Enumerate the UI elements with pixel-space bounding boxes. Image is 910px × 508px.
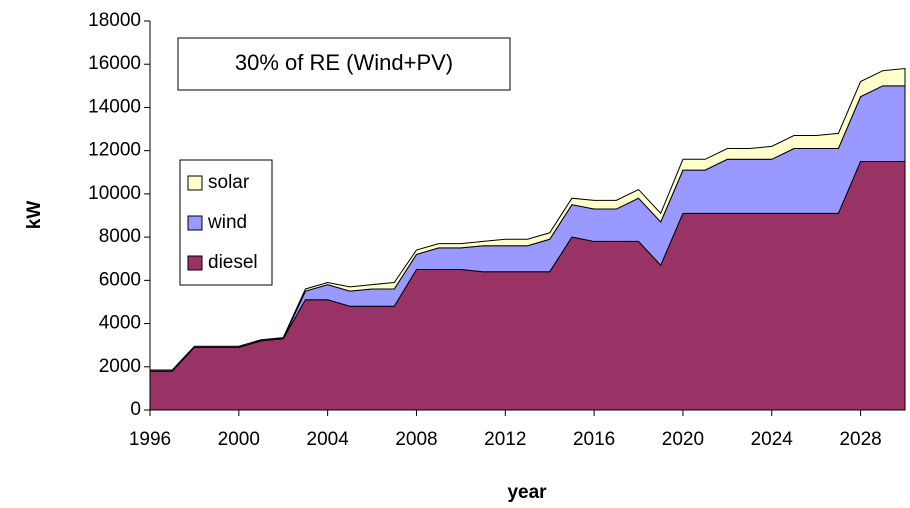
x-tick-label: 2028 [839, 429, 881, 450]
x-tick-label: 2020 [662, 429, 704, 450]
y-tick-label: 10000 [88, 183, 141, 204]
x-tick-label: 1996 [129, 429, 171, 450]
x-tick-label: 2008 [395, 429, 437, 450]
x-tick-label: 2012 [484, 429, 526, 450]
x-tick-label: 2004 [307, 429, 350, 450]
y-tick-label: 4000 [99, 313, 141, 334]
x-axis-title: year [507, 482, 547, 503]
y-tick-label: 0 [130, 399, 141, 420]
annotation: 30% of RE (Wind+PV) [235, 50, 453, 75]
y-tick-label: 14000 [88, 96, 141, 117]
legend-label: solar [208, 172, 250, 193]
legend-label: wind [207, 212, 247, 233]
y-tick-label: 12000 [88, 140, 141, 161]
y-tick-label: 16000 [88, 53, 141, 74]
x-tick-label: 2016 [573, 429, 615, 450]
legend-swatch [187, 215, 203, 231]
y-tick-label: 6000 [99, 269, 141, 290]
x-tick-label: 2024 [751, 429, 794, 450]
legend-label: diesel [208, 252, 258, 273]
y-tick-label: 18000 [88, 10, 141, 31]
y-axis-title: kW [24, 201, 45, 230]
y-tick-label: 8000 [99, 226, 141, 247]
legend-swatch [187, 175, 203, 191]
legend-swatch [187, 255, 203, 271]
y-tick-label: 2000 [99, 356, 141, 377]
annotation-box [177, 37, 511, 91]
area-2 [149, 67, 906, 372]
x-tick-label: 2000 [218, 429, 260, 450]
